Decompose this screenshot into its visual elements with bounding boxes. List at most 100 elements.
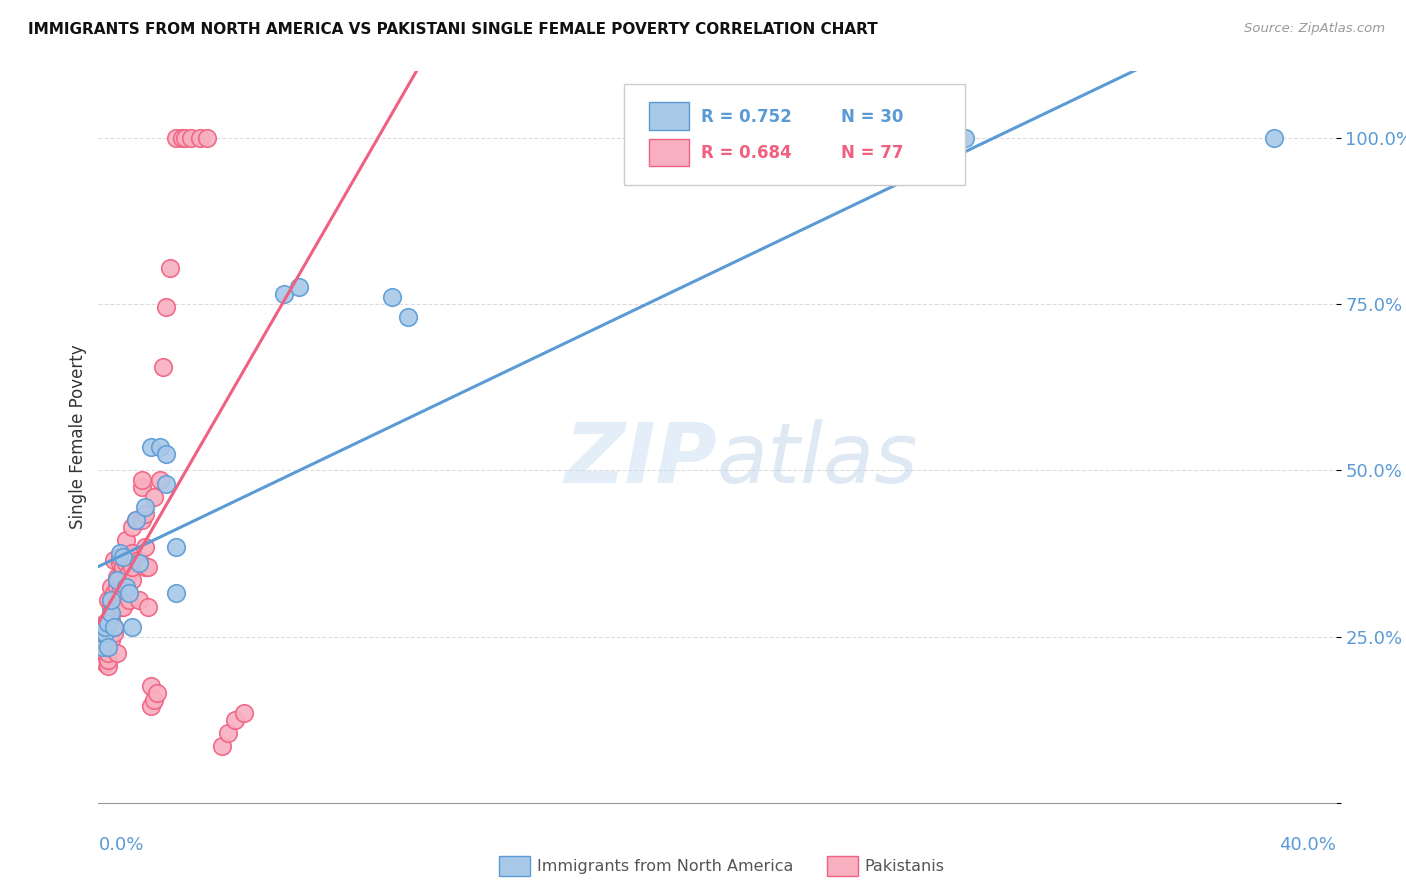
Point [180, 131, 202, 145]
Point [103, 626, 125, 640]
Point [118, 566, 141, 581]
Point [93, 616, 115, 631]
Point [139, 699, 162, 714]
Point [190, 131, 212, 145]
Point [288, 280, 311, 294]
Text: IMMIGRANTS FROM NORTH AMERICA VS PAKISTANI SINGLE FEMALE POVERTY CORRELATION CHA: IMMIGRANTS FROM NORTH AMERICA VS PAKISTA… [28, 22, 877, 37]
Point [128, 593, 150, 607]
Point [124, 513, 146, 527]
Point [134, 559, 156, 574]
Text: Pakistanis: Pakistanis [865, 859, 945, 873]
Point [143, 692, 166, 706]
Point [159, 260, 181, 275]
Point [100, 593, 122, 607]
Point [100, 599, 122, 614]
Point [90, 630, 112, 644]
Point [131, 480, 153, 494]
Point [108, 546, 131, 560]
Point [146, 686, 169, 700]
Point [128, 557, 150, 571]
Point [1263, 131, 1285, 145]
Point [97, 616, 120, 631]
Point [112, 599, 135, 614]
Point [121, 559, 143, 574]
Text: Immigrants from North America: Immigrants from North America [537, 859, 793, 873]
Point [105, 646, 128, 660]
Point [90, 626, 112, 640]
Point [124, 513, 146, 527]
Point [112, 559, 135, 574]
Point [396, 310, 419, 325]
Point [224, 713, 246, 727]
Point [100, 580, 122, 594]
Point [93, 626, 115, 640]
Point [134, 507, 156, 521]
Text: 0.0%: 0.0% [98, 836, 143, 854]
Y-axis label: Single Female Poverty: Single Female Poverty [69, 345, 87, 529]
Point [112, 586, 135, 600]
Point [134, 500, 156, 514]
Point [381, 290, 404, 304]
Point [100, 632, 122, 647]
Point [115, 557, 138, 571]
Point [100, 593, 122, 607]
Point [112, 549, 135, 564]
Point [97, 616, 120, 631]
Point [165, 131, 187, 145]
Point [97, 653, 120, 667]
Point [93, 619, 115, 633]
Point [165, 586, 187, 600]
Point [152, 360, 174, 375]
Point [139, 440, 162, 454]
Point [90, 653, 112, 667]
Text: ZIP: ZIP [564, 418, 717, 500]
Point [115, 580, 138, 594]
Point [139, 680, 162, 694]
Point [211, 739, 233, 754]
Point [97, 659, 120, 673]
Point [136, 559, 159, 574]
Point [165, 540, 187, 554]
Point [100, 613, 122, 627]
Text: 40.0%: 40.0% [1279, 836, 1336, 854]
Text: N = 30: N = 30 [841, 108, 903, 126]
Point [105, 573, 128, 587]
Point [90, 626, 112, 640]
Point [100, 607, 122, 621]
Point [128, 553, 150, 567]
Text: atlas: atlas [717, 418, 918, 500]
Point [155, 447, 177, 461]
Point [93, 656, 115, 670]
Point [131, 513, 153, 527]
Point [217, 726, 239, 740]
Text: R = 0.752: R = 0.752 [702, 108, 792, 126]
Point [115, 573, 138, 587]
Point [121, 546, 143, 560]
Point [90, 640, 112, 654]
Point [143, 490, 166, 504]
Point [155, 301, 177, 315]
Text: R = 0.684: R = 0.684 [702, 145, 792, 162]
Point [121, 573, 143, 587]
Point [136, 599, 159, 614]
FancyBboxPatch shape [624, 84, 965, 185]
Point [105, 580, 128, 594]
Point [97, 646, 120, 660]
Text: Source: ZipAtlas.com: Source: ZipAtlas.com [1244, 22, 1385, 36]
Point [149, 473, 172, 487]
Point [131, 473, 153, 487]
Point [90, 646, 112, 660]
Point [103, 586, 125, 600]
Point [103, 619, 125, 633]
Point [134, 540, 156, 554]
Point [170, 131, 193, 145]
Point [121, 619, 143, 633]
Point [232, 706, 254, 720]
Point [115, 573, 138, 587]
Point [90, 643, 112, 657]
Point [108, 549, 131, 564]
Point [118, 586, 141, 600]
Point [93, 646, 115, 660]
FancyBboxPatch shape [650, 138, 689, 167]
FancyBboxPatch shape [650, 102, 689, 130]
